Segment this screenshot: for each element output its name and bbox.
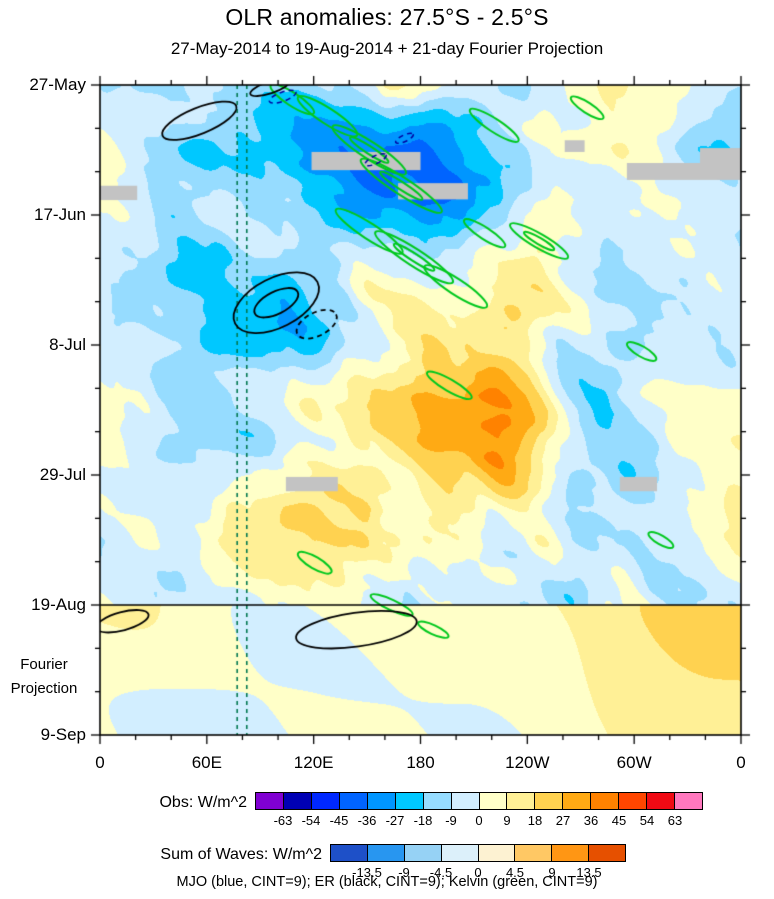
x-tick-label: 0: [736, 753, 746, 772]
y-tick-label: 9-Sep: [40, 725, 86, 744]
colorbar-segment: [590, 792, 620, 810]
colorbar-segment: [562, 792, 592, 810]
colorbar-tick-label: 36: [583, 813, 599, 828]
colorbar-tick-label: 13.5: [576, 865, 602, 880]
colorbar-segment: [478, 792, 508, 810]
colorbar-segment: [551, 844, 590, 862]
colorbar-segment: [338, 792, 368, 810]
colorbar-tick-label: 4.5: [505, 865, 525, 880]
colorbar-tick-label: -9: [445, 813, 457, 828]
legend-caption: MJO (blue, CINT=9); ER (black, CINT=9); …: [176, 874, 598, 890]
colorbar-tick-label: 54: [639, 813, 655, 828]
colorbar-segment: [514, 844, 553, 862]
colorbar-segment: [534, 792, 564, 810]
colorbar-tick-label: 45: [611, 813, 627, 828]
y-tick-label: 8-Jul: [49, 335, 86, 354]
x-tick-label: 0: [95, 753, 105, 772]
colorbar-tick-label: -54: [301, 813, 321, 828]
colorbar-segment: [394, 792, 424, 810]
colorbar-segment: [618, 792, 648, 810]
x-tick-label: 180: [406, 753, 435, 772]
colorbar-segment: [366, 792, 396, 810]
colorbar-tick-label: -63: [273, 813, 293, 828]
x-tick-label: 120E: [293, 753, 334, 772]
colorbar-segment: [588, 844, 626, 862]
colorbar-segment: [422, 792, 452, 810]
colorbar-segment: [403, 844, 442, 862]
fourier-label: Fourier: [20, 656, 68, 673]
colorbar-tick-label: 27: [555, 813, 571, 828]
chart-title: OLR anomalies: 27.5°S - 2.5°S: [225, 4, 549, 30]
colorbar-tick-label: -13.5: [352, 865, 382, 880]
y-tick-label: 27-May: [29, 75, 86, 94]
colorbar-tick-label: 63: [667, 813, 683, 828]
colorbar-tick-label: 0: [474, 865, 482, 880]
colorbar-segment: [366, 844, 405, 862]
colorbar-segment: [330, 844, 368, 862]
sum-colorbar-label: Sum of Waves: W/m^2: [160, 846, 322, 863]
projection-label: Projection: [10, 680, 78, 697]
colorbar-tick-label: 9: [548, 865, 556, 880]
colorbar-tick-label: 9: [503, 813, 511, 828]
colorbar-segment: [506, 792, 536, 810]
y-tick-label: 17-Jun: [34, 205, 86, 224]
x-tick-label: 60W: [616, 753, 652, 772]
colorbar-segment: [310, 792, 340, 810]
x-tick-label: 60E: [191, 753, 222, 772]
colorbar-segment: [450, 792, 480, 810]
colorbar-tick-label: -4.5: [429, 865, 453, 880]
colorbar-tick-label: -27: [385, 813, 405, 828]
y-tick-label: 19-Aug: [31, 595, 86, 614]
obs-colorbar: [255, 792, 703, 810]
colorbar-segment: [255, 792, 284, 810]
chart-subtitle: 27-May-2014 to 19-Aug-2014 + 21-day Four…: [170, 39, 604, 58]
colorbar-segment: [674, 792, 703, 810]
colorbar-tick-label: -36: [357, 813, 377, 828]
y-tick-label: 29-Jul: [39, 465, 86, 484]
obs-colorbar-label: Obs: W/m^2: [159, 794, 247, 811]
colorbar-segment: [440, 844, 479, 862]
hovmoller-plot: [90, 75, 751, 745]
colorbar-tick-label: -45: [329, 813, 349, 828]
colorbar-segment: [646, 792, 676, 810]
x-tick-label: 120W: [505, 753, 550, 772]
colorbar-tick-label: 18: [527, 813, 543, 828]
sum-colorbar: [330, 844, 626, 862]
colorbar-tick-label: -18: [413, 813, 433, 828]
colorbar-tick-label: 0: [475, 813, 483, 828]
colorbar-segment: [477, 844, 516, 862]
colorbar-segment: [282, 792, 312, 810]
colorbar-tick-label: -9: [398, 865, 410, 880]
